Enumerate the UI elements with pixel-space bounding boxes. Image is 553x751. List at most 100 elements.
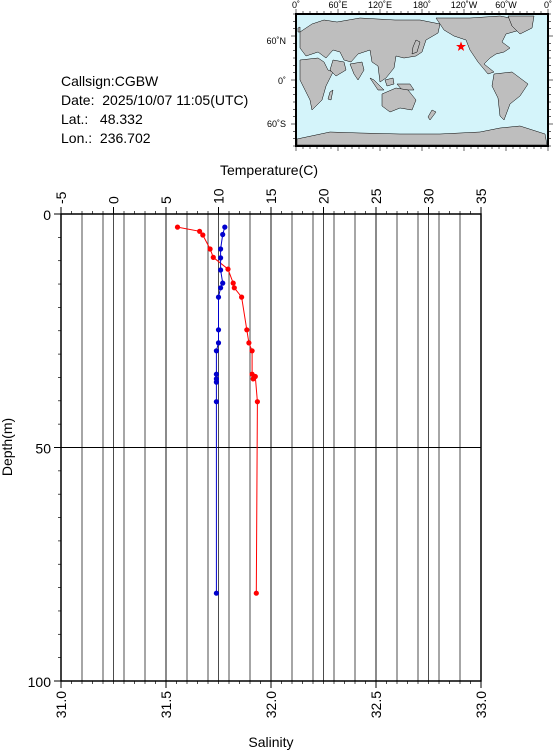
land-uk bbox=[297, 26, 301, 33]
top-axis-label: Temperature(C) bbox=[220, 162, 318, 178]
depth-tick-label: 100 bbox=[28, 674, 52, 690]
land-antarctica bbox=[296, 125, 548, 146]
salinity-tick-label: 31.5 bbox=[158, 691, 174, 718]
salinity-point bbox=[213, 376, 219, 382]
map-lon-tick-360: 0˚ bbox=[544, 0, 552, 10]
map-lat-tick-60n: 60˚N bbox=[266, 36, 286, 46]
land-borneo bbox=[384, 77, 395, 87]
map-lon-tick-120w: 120˚W bbox=[451, 0, 478, 10]
map-lon-tick-120e: 120˚E bbox=[368, 0, 392, 10]
salinity-point bbox=[218, 255, 224, 261]
land-greenland bbox=[507, 15, 535, 35]
temperature-point bbox=[254, 399, 260, 405]
plot-frame bbox=[60, 213, 482, 682]
temperature-point bbox=[253, 590, 259, 596]
salinity-point bbox=[213, 379, 219, 385]
chart-grid bbox=[60, 213, 482, 682]
salinity-point bbox=[215, 327, 222, 333]
depth-tick-label: 50 bbox=[35, 441, 51, 457]
temperature-tick-label: 15 bbox=[263, 188, 279, 204]
land-new-guinea bbox=[396, 83, 415, 91]
temperature-point bbox=[249, 371, 255, 377]
land-new-zealand bbox=[427, 109, 437, 121]
depth-tick-label: 0 bbox=[43, 207, 51, 223]
temperature-point bbox=[252, 373, 258, 380]
temperature-tick-label: 0 bbox=[106, 196, 122, 204]
world-map: 0˚ 60˚E 120˚E 180˚ 120˚W 60˚W 0˚ 60˚N 0˚… bbox=[266, 0, 553, 151]
temperature-tick-label: 35 bbox=[473, 188, 489, 204]
temperature-point bbox=[174, 224, 181, 230]
temperature-point bbox=[200, 232, 206, 238]
map-lon-tick-180: 180˚ bbox=[413, 0, 431, 10]
series-layer bbox=[174, 224, 260, 596]
salinity-point bbox=[213, 348, 219, 354]
date-value: 2025/10/07 11:05(UTC) bbox=[102, 92, 249, 108]
temperature-point bbox=[239, 294, 245, 300]
land-sumatra bbox=[369, 77, 385, 91]
lat-label: Lat.: bbox=[61, 111, 89, 127]
map-ticks bbox=[291, 9, 553, 151]
land-india bbox=[349, 61, 365, 81]
star-icon bbox=[456, 41, 466, 51]
temperature-point bbox=[230, 280, 236, 286]
lon-value: 236.702 bbox=[99, 130, 151, 146]
y-axis-label: Depth(m) bbox=[0, 418, 15, 476]
salinity-point bbox=[215, 340, 222, 346]
temperature-point bbox=[197, 228, 203, 234]
land-madagascar bbox=[327, 89, 334, 101]
land-japan bbox=[411, 39, 421, 55]
temperature-point bbox=[246, 340, 252, 346]
salinity-point bbox=[213, 371, 219, 377]
lat-value: 48.332 bbox=[99, 111, 143, 127]
salinity-point bbox=[213, 399, 219, 405]
salinity-point bbox=[222, 224, 228, 230]
temperature-point bbox=[250, 376, 256, 382]
land-arabia bbox=[329, 59, 347, 77]
temperature-profile-line bbox=[177, 226, 258, 594]
temperature-tick-label: 20 bbox=[316, 188, 332, 204]
map-lon-tick-60w: 60˚W bbox=[495, 0, 517, 10]
land-south-america bbox=[491, 71, 529, 121]
lat-row: Lat.: 48.332 bbox=[61, 110, 248, 129]
salinity-tick-label: 32.0 bbox=[263, 691, 279, 718]
station-info: Callsign:CGBW Date: 2025/10/07 11:05(UTC… bbox=[61, 72, 248, 148]
temperature-tick-label: 10 bbox=[211, 188, 227, 204]
temperature-point bbox=[210, 254, 216, 260]
callsign-value: CGBW bbox=[114, 73, 159, 89]
map-land bbox=[296, 15, 548, 146]
salinity-tick-label: 31.0 bbox=[53, 691, 69, 718]
salinity-point bbox=[220, 231, 226, 238]
land-australia bbox=[381, 87, 417, 113]
salinity-point bbox=[218, 267, 224, 273]
lon-row: Lon.: 236.702 bbox=[61, 129, 248, 148]
map-lon-tick-60e: 60˚E bbox=[328, 0, 347, 10]
salinity-point bbox=[220, 280, 226, 286]
temperature-point bbox=[231, 285, 237, 291]
salinity-point bbox=[213, 590, 219, 596]
salinity-point bbox=[218, 285, 224, 291]
land-africa bbox=[299, 57, 334, 111]
temperature-point bbox=[244, 327, 250, 333]
temperature-tick-label: 5 bbox=[158, 196, 174, 204]
date-row: Date: 2025/10/07 11:05(UTC) bbox=[61, 91, 248, 110]
bottom-axis-label: Salinity bbox=[248, 734, 293, 750]
date-label: Date: bbox=[61, 92, 95, 108]
temperature-tick-label: -5 bbox=[53, 191, 69, 204]
land-eurasia bbox=[299, 17, 441, 83]
temperature-point bbox=[207, 246, 213, 252]
callsign-row: Callsign:CGBW bbox=[61, 72, 248, 91]
temperature-point bbox=[225, 266, 231, 272]
salinity-point bbox=[215, 294, 222, 300]
temperature-point bbox=[249, 348, 255, 354]
map-lat-tick-60s: 60˚S bbox=[267, 119, 286, 129]
map-lon-tick-0: 0˚ bbox=[292, 0, 300, 10]
salinity-tick-label: 32.5 bbox=[368, 691, 384, 718]
salinity-profile-line bbox=[215, 226, 226, 594]
lon-label: Lon.: bbox=[61, 130, 93, 146]
map-lat-tick-0: 0˚ bbox=[278, 76, 286, 86]
salinity-tick-label: 33.0 bbox=[473, 691, 489, 718]
salinity-point bbox=[218, 246, 224, 252]
temperature-tick-label: 30 bbox=[421, 188, 437, 204]
temperature-tick-label: 25 bbox=[368, 188, 384, 204]
